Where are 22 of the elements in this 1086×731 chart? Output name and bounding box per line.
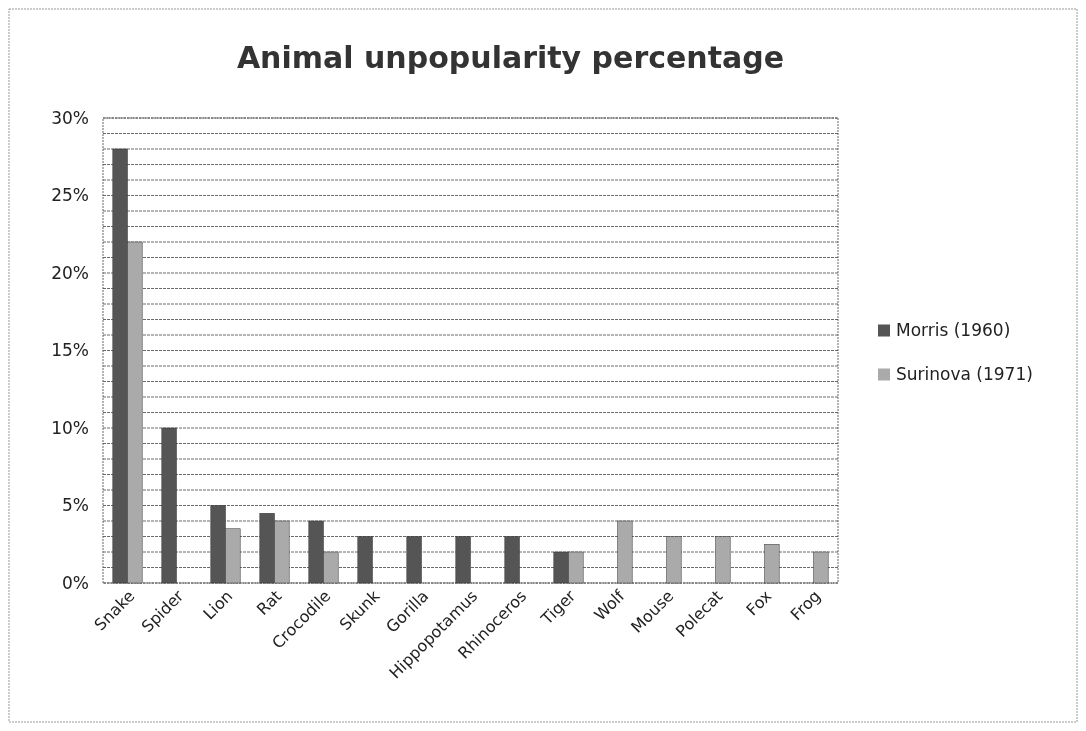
bar xyxy=(406,536,422,584)
bar xyxy=(715,536,731,584)
legend-label: Surinova (1971) xyxy=(896,364,1033,385)
y-tick-label: 5% xyxy=(62,495,89,516)
bar xyxy=(666,536,682,584)
bar xyxy=(161,427,177,584)
bar xyxy=(504,536,520,584)
y-tick-label: 25% xyxy=(51,185,89,206)
y-tick-label: 20% xyxy=(51,262,89,283)
bar xyxy=(617,520,633,584)
x-tick-label: Fox xyxy=(742,586,776,620)
bar xyxy=(764,544,780,584)
x-tick-label: Lion xyxy=(199,586,237,624)
chart-title: Animal unpopularity percentage xyxy=(236,40,785,75)
y-tick-label: 0% xyxy=(62,572,89,593)
legend-label: Morris (1960) xyxy=(896,320,1011,341)
bar xyxy=(813,551,829,584)
bar xyxy=(455,536,471,584)
y-tick-label: 15% xyxy=(51,340,89,361)
y-tick-label: 30% xyxy=(51,107,89,128)
y-tick-label: 10% xyxy=(51,417,89,438)
bar xyxy=(357,536,373,584)
